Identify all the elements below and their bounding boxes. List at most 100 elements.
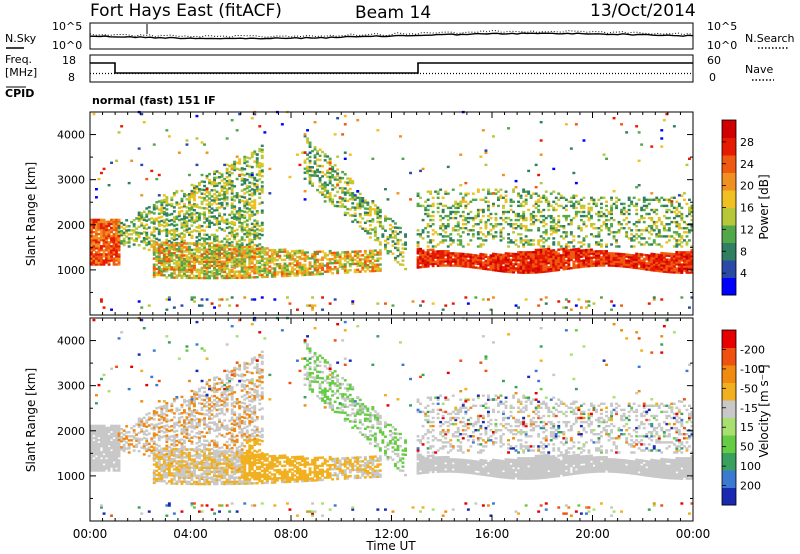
power-cell (655, 269, 659, 272)
power-cell (373, 259, 377, 262)
power-cell (177, 270, 181, 273)
power-cell (373, 269, 377, 273)
power-cell (358, 254, 362, 257)
power-cell (607, 258, 611, 261)
power-cell (255, 163, 259, 166)
power-cell (572, 202, 576, 206)
power-cell (303, 253, 307, 256)
power-cell (160, 257, 164, 261)
power-cell (225, 222, 229, 225)
power-cell (688, 223, 691, 226)
power-cell (200, 244, 204, 247)
power-cell (434, 245, 438, 248)
power-cell (451, 241, 455, 244)
power-cell (436, 206, 440, 210)
power-cell (509, 223, 513, 226)
power-cell (233, 248, 237, 251)
power-cell (544, 223, 548, 226)
velocity-cell (90, 438, 93, 442)
power-cell (660, 256, 664, 259)
power-cell (680, 259, 684, 262)
power-cell (140, 212, 144, 215)
power-cell (635, 233, 639, 236)
power-cell (167, 203, 171, 206)
power-cell (175, 217, 179, 220)
velocity-cell (100, 453, 103, 456)
power-cell (107, 241, 111, 244)
power-cell (416, 243, 420, 246)
power-cell (243, 264, 247, 267)
power-cell (188, 193, 191, 196)
power-cell (519, 239, 523, 242)
power-cell (298, 263, 302, 267)
power-cell (381, 235, 385, 238)
power-cell (532, 269, 536, 272)
power-cell (152, 208, 156, 211)
power-cell (479, 237, 483, 240)
power-cell (637, 218, 641, 222)
power-cell (105, 253, 108, 256)
power-cell (492, 225, 495, 228)
power-cell (180, 244, 184, 247)
power-cell (532, 239, 536, 242)
power-cell (353, 194, 357, 197)
power-cell (665, 260, 669, 263)
power-cell (112, 237, 116, 240)
power-cell (451, 229, 455, 232)
power-cell (690, 263, 694, 266)
power-cell (215, 184, 219, 187)
power-cell (323, 185, 327, 188)
power-cell (245, 254, 249, 257)
power-cell (152, 218, 156, 221)
power-cell (215, 270, 219, 274)
power-cell (373, 234, 377, 238)
power-cell (323, 200, 327, 203)
power-cell (90, 234, 93, 238)
power-cell (675, 214, 679, 218)
power-cell (386, 217, 390, 220)
power-cell (514, 214, 518, 218)
nsky-label: N.Sky (5, 32, 37, 45)
power-cell (343, 251, 347, 254)
power-cell (190, 220, 194, 223)
velocity-cell (115, 424, 118, 428)
power-cell (542, 225, 546, 228)
power-cell (579, 306, 583, 309)
power-cell (595, 260, 598, 263)
power-cell (529, 257, 533, 260)
power-cell (466, 261, 470, 264)
power-cell (625, 263, 629, 266)
power-cell (391, 220, 395, 223)
power-cell (225, 274, 229, 278)
power-cell (208, 201, 211, 204)
power-cell (145, 219, 149, 222)
power-cell (650, 258, 654, 262)
power-cell (351, 220, 355, 223)
power-cell (152, 222, 156, 225)
power-cell (301, 263, 304, 267)
power-cell (273, 271, 277, 274)
power-cell (368, 249, 372, 253)
power-cell (147, 226, 151, 229)
power-cell (260, 296, 264, 299)
power-cell (444, 252, 448, 255)
power-cell (220, 220, 224, 223)
power-cell (225, 240, 229, 244)
power-cell (160, 199, 164, 202)
power-cell (258, 162, 262, 165)
power-cell (635, 186, 639, 189)
power-cell (529, 265, 533, 268)
power-cell (479, 257, 483, 260)
power-cell (587, 304, 591, 307)
power-cell (190, 268, 194, 271)
power-cell (328, 198, 332, 201)
power-cell (441, 308, 445, 311)
power-cell (557, 214, 561, 218)
power-cell (152, 230, 156, 233)
power-cell (652, 269, 656, 272)
power-cell (243, 268, 247, 271)
power-cell (243, 196, 247, 199)
power-cell (527, 257, 531, 260)
power-cell (321, 268, 324, 271)
power-cell (198, 183, 201, 187)
